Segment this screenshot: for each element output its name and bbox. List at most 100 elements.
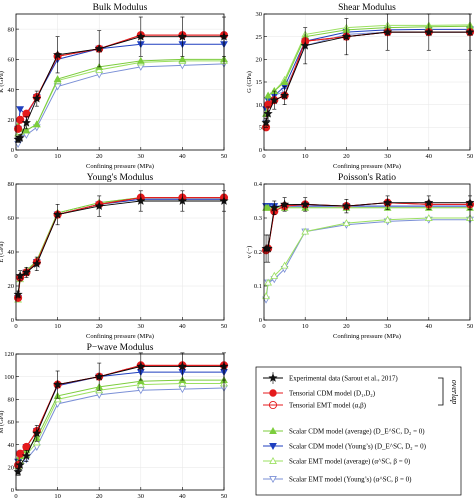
- overlap-bracket: [438, 377, 444, 406]
- data-point: [270, 271, 279, 279]
- data-point: [280, 77, 289, 85]
- data-point: [15, 460, 25, 469]
- legend-entry: Scalar CDM model (Young’s) (D_E^SC, D₂ =…: [263, 443, 427, 451]
- y-tick-label: 0: [11, 487, 14, 494]
- y-tick-label: 30: [256, 11, 263, 18]
- plot-frame: [15, 353, 225, 491]
- x-tick-label: 40: [179, 153, 186, 160]
- legend-label: Scalar CDM model (average) (D_E^SC, D₂ =…: [289, 428, 425, 436]
- y-axis-label: G (GPa): [246, 71, 253, 93]
- series-line: [17, 197, 224, 300]
- y-tick-label: 80: [8, 26, 15, 33]
- data-point: [94, 201, 104, 210]
- legend-label: Scalar EMT model (Young’s) (α^SC, β = 0): [289, 476, 412, 484]
- chart-title: Young's Modulus: [87, 173, 154, 183]
- data-point: [53, 83, 62, 91]
- y-tick-label: 60: [8, 215, 15, 222]
- series-scalar-cdm-avg: [14, 193, 228, 300]
- x-tick-label: 30: [138, 493, 145, 499]
- data-point: [94, 43, 104, 53]
- y-tick-label: 0: [11, 147, 14, 154]
- data-point: [263, 243, 273, 253]
- data-point: [32, 428, 42, 438]
- series-scalar-emt-young: [14, 385, 228, 474]
- filled-circle-icon: [269, 389, 277, 397]
- chart-title: P−wave Modulus: [87, 343, 154, 353]
- data-point: [136, 56, 145, 64]
- y-axis-label: M (GPa): [0, 411, 5, 434]
- x-tick-label: 30: [138, 153, 145, 160]
- y-tick-label: 20: [8, 465, 15, 472]
- x-axis-label: Confining pressure (MPa): [86, 163, 154, 170]
- x-tick-label: 30: [384, 323, 391, 330]
- open-triangle-down-icon: [269, 476, 277, 484]
- y-tick-label: 0.4: [254, 181, 263, 188]
- series-line: [266, 202, 470, 250]
- y-tick-label: 40: [8, 87, 15, 94]
- data-point: [261, 117, 271, 127]
- data-point: [178, 386, 187, 394]
- series-line: [265, 202, 470, 251]
- series-line: [265, 219, 470, 300]
- legend-items: Experimental data (Sarout et al., 2017) T…: [263, 372, 427, 484]
- series-experimental: [13, 352, 229, 476]
- series-line: [265, 28, 470, 110]
- y-tick-label: 15: [256, 79, 263, 86]
- data-point: [178, 55, 187, 63]
- y-tick-label: 60: [8, 419, 15, 426]
- series-experimental: [13, 16, 229, 144]
- data-point: [136, 377, 145, 385]
- series-line: [17, 382, 224, 467]
- open-triangle-up-icon: [269, 456, 277, 464]
- y-tick-label: 0.2: [254, 249, 262, 256]
- x-tick-label: 10: [302, 153, 309, 160]
- y-tick-label: 25: [256, 34, 263, 41]
- data-point: [15, 270, 25, 280]
- data-point: [53, 74, 62, 82]
- y-tick-label: 5: [259, 125, 262, 132]
- series-line: [265, 31, 470, 123]
- x-tick-label: 50: [221, 153, 228, 160]
- series-tensorial-cdm: [262, 28, 474, 132]
- data-point: [136, 196, 146, 205]
- legend-entry: Scalar EMT model (Young’s) (α^SC, β = 0): [263, 476, 412, 484]
- series-line: [265, 202, 470, 251]
- series-line: [17, 366, 224, 473]
- series-line: [17, 387, 225, 470]
- series-tensorial-emt: [262, 28, 474, 132]
- series-line: [265, 31, 470, 128]
- chart-panel: Bulk Modulus Confining pressure (MPa) K (G…: [0, 3, 229, 170]
- series-scalar-emt-young: [14, 196, 228, 302]
- filled-triangle-down-icon: [269, 443, 277, 451]
- data-point: [32, 438, 41, 446]
- y-tick-label: 0.3: [254, 215, 262, 222]
- series-scalar-emt-young: [262, 216, 474, 304]
- series-line: [17, 198, 224, 298]
- x-axis-label: Confining pressure (MPa): [86, 333, 154, 340]
- data-point: [269, 95, 279, 105]
- data-point: [53, 379, 63, 389]
- data-point: [300, 199, 310, 209]
- series-line: [17, 200, 224, 295]
- legend-entry: Experimental data (Sarout et al., 2017): [263, 372, 398, 384]
- data-point: [263, 108, 273, 118]
- filled-triangle-up-icon: [269, 426, 277, 434]
- open-circle-icon: [268, 400, 278, 410]
- y-tick-label: 20: [8, 283, 15, 290]
- series-line: [17, 43, 224, 129]
- data-point: [424, 27, 434, 37]
- legend-label: Experimental data (Sarout et al., 2017): [289, 375, 398, 383]
- data-point: [383, 215, 392, 223]
- series-line: [265, 217, 470, 297]
- y-tick-label: 40: [8, 249, 15, 256]
- plot-frame: [15, 183, 225, 321]
- data-point: [341, 31, 351, 41]
- y-tick-label: 40: [8, 442, 15, 449]
- data-point: [16, 450, 24, 458]
- x-tick-label: 30: [384, 153, 391, 160]
- data-point: [16, 116, 24, 124]
- plot-frame: [15, 13, 225, 151]
- series-line: [17, 198, 224, 298]
